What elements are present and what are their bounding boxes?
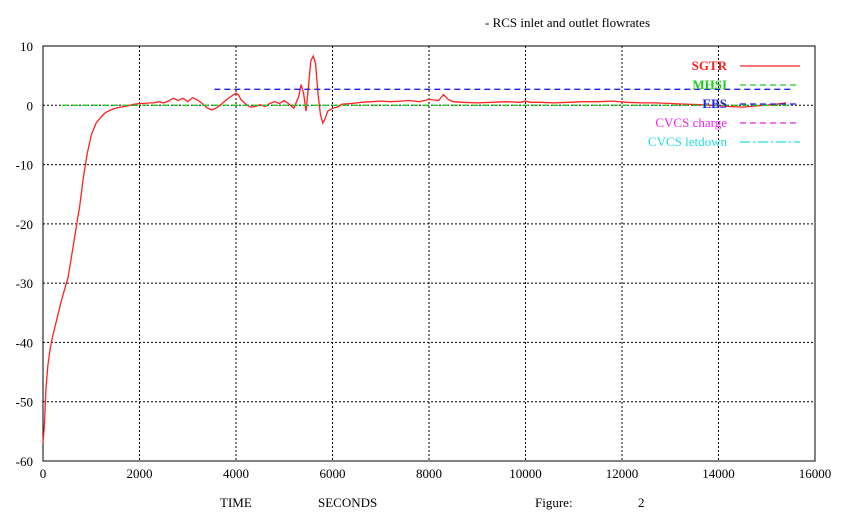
x-tick-label: 4000 — [223, 466, 249, 481]
x-tick-labels: 0 2000 4000 6000 8000 10000 12000 14000 16000 — [40, 466, 832, 481]
y-tick-label: -40 — [16, 335, 33, 350]
series-lines — [42, 54, 791, 444]
chart-title: - RCS inlet and outlet flowrates — [485, 15, 650, 30]
y-tick-label: 10 — [20, 39, 33, 54]
x-axis-label-seconds: SECONDS — [318, 495, 377, 510]
legend-label-cvcs-letdown: CVCS letdown — [648, 134, 728, 149]
x-tick-label: 8000 — [416, 466, 442, 481]
x-tick-label: 10000 — [509, 466, 542, 481]
y-tick-label: 0 — [27, 98, 34, 113]
series-line-sgtr — [42, 54, 787, 444]
x-tick-label: 16000 — [799, 466, 832, 481]
legend-label-cvcs-charge: CVCS charge — [655, 115, 727, 130]
y-tick-labels: 10 0 -10 -20 -30 -40 -50 -60 — [16, 39, 33, 469]
y-tick-label: -20 — [16, 217, 33, 232]
y-tick-label: -60 — [16, 454, 33, 469]
legend-label-mhsi: MHSI — [692, 77, 727, 92]
x-tick-label: 14000 — [702, 466, 735, 481]
y-tick-label: -50 — [16, 395, 33, 410]
x-tick-label: 2000 — [127, 466, 153, 481]
x-tick-label: 6000 — [320, 466, 346, 481]
figure-label: Figure: — [535, 495, 573, 510]
legend-label-ebs: EBS — [702, 96, 727, 111]
legend: SGTR MHSI EBS CVCS charge CVCS letdown — [648, 58, 800, 149]
x-tick-label: 0 — [40, 466, 47, 481]
legend-label-sgtr: SGTR — [692, 58, 728, 73]
grid-lines — [43, 46, 815, 461]
x-axis-label-time: TIME — [220, 495, 252, 510]
y-tick-label: -30 — [16, 276, 33, 291]
x-tick-label: 12000 — [606, 466, 639, 481]
figure-number: 2 — [638, 495, 645, 510]
y-tick-label: -10 — [16, 158, 33, 173]
